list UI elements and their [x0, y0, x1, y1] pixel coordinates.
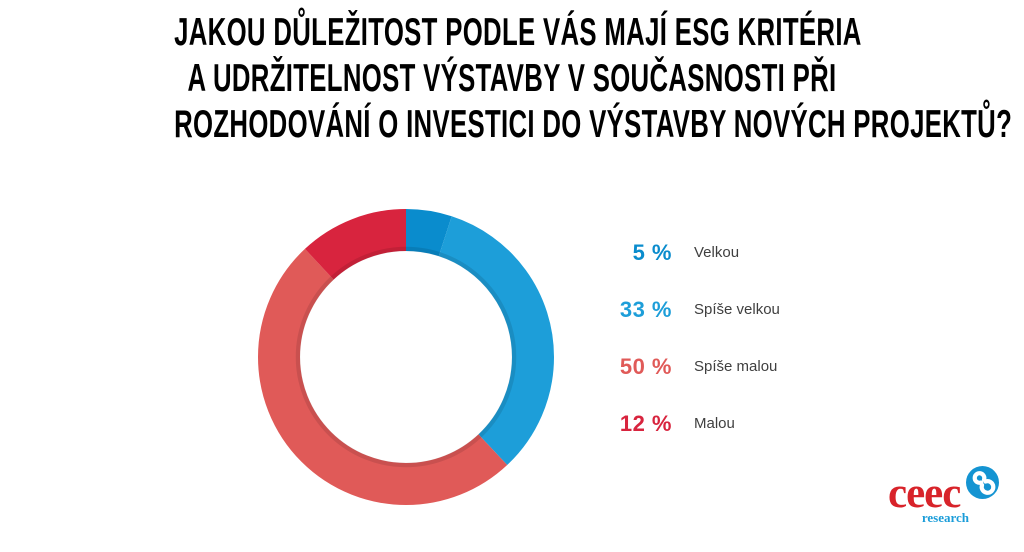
donut-chart	[258, 209, 554, 505]
legend-value: 50 %	[619, 353, 672, 379]
ceec-research-logo: ceec research	[888, 460, 1013, 532]
legend-item: 50 % Spíše malou	[618, 338, 780, 395]
interlocked-s-icon	[966, 466, 999, 499]
donut-svg	[258, 209, 554, 505]
donut-inner-shadow	[295, 246, 517, 468]
title-line-1: JAKOU DŮLEŽITOST PODLE VÁS MAJÍ ESG KRIT…	[174, 11, 862, 54]
logo-brand-text: ceec	[888, 470, 961, 517]
chart-title: JAKOU DŮLEŽITOST PODLE VÁS MAJÍ ESG KRIT…	[0, 10, 1024, 148]
legend-item: 12 % Malou	[618, 395, 780, 452]
legend-value: 12 %	[619, 410, 672, 436]
logo-sub-text: research	[921, 510, 969, 525]
title-line-2: A UDRŽITELNOST VÝSTAVBY V SOUČASNOSTI PŘ…	[187, 57, 837, 100]
legend-item: 33 % Spíše velkou	[618, 281, 780, 338]
legend-label: Spíše velkou	[694, 301, 780, 318]
legend: 5 % Velkou 33 % Spíše velkou 50 % Spíše malou…	[618, 224, 780, 452]
legend-label: Velkou	[694, 244, 740, 261]
title-line-3: ROZHODOVÁNÍ O INVESTICI DO VÝSTAVBY NOVÝ…	[174, 103, 1013, 146]
legend-item: 5 % Velkou	[618, 224, 780, 281]
legend-value: 33 %	[619, 296, 672, 322]
legend-label: Malou	[694, 415, 735, 432]
donut-segment-malou	[258, 209, 554, 505]
legend-label: Spíše malou	[694, 358, 778, 375]
donut-segment-spíše-malou	[258, 209, 554, 505]
donut-segment-spíše-velkou	[258, 209, 554, 505]
legend-value: 5 %	[632, 239, 672, 265]
